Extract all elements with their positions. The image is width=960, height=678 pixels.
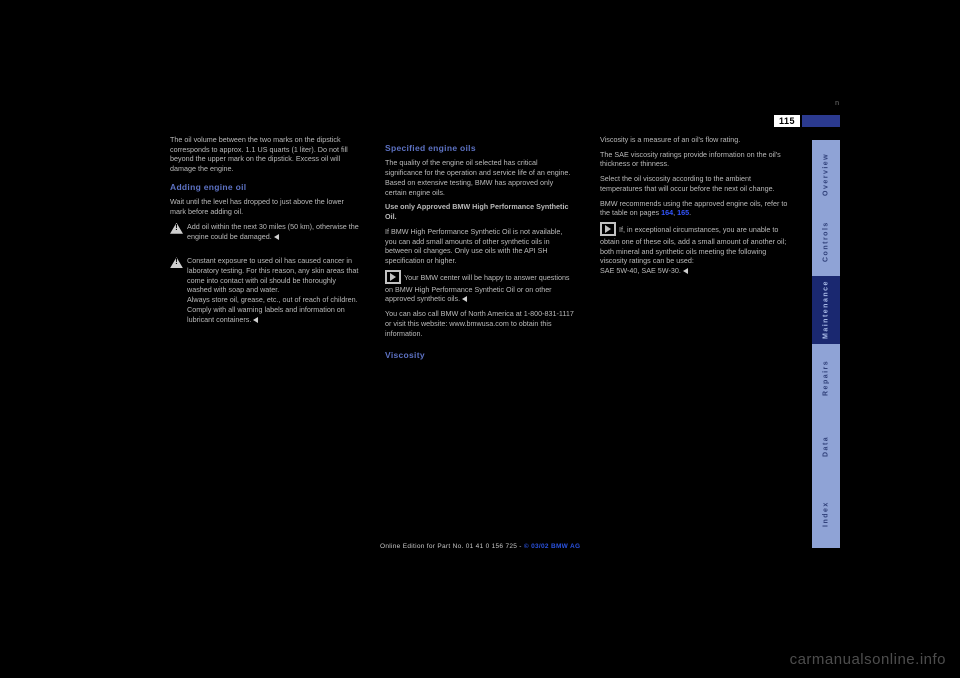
- tab-repairs[interactable]: Repairs: [812, 344, 840, 412]
- manual-page: n 115 Overview Controls Maintenance Repa…: [100, 95, 840, 570]
- watermark: carmanualsonline.info: [790, 651, 946, 668]
- warning-block: ! Constant exposure to used oil has caus…: [170, 256, 360, 329]
- side-tabs: Overview Controls Maintenance Repairs Da…: [812, 140, 840, 548]
- tab-index[interactable]: Index: [812, 480, 840, 548]
- info-icon: [385, 270, 401, 284]
- column-2: Specified engine oils The quality of the…: [385, 135, 575, 366]
- body-text: Viscosity is a measure of an oil's flow …: [600, 135, 790, 145]
- footer-text: Online Edition for Part No. 01 41 0 156 …: [380, 543, 524, 550]
- body-text: Select the oil viscosity according to th…: [600, 174, 790, 193]
- warning-text-content: Constant exposure to used oil has caused…: [187, 256, 358, 323]
- page-link[interactable]: 164: [661, 208, 673, 217]
- section-heading: Viscosity: [385, 350, 575, 361]
- warning-text: Add oil within the next 30 miles (50 km)…: [187, 222, 360, 241]
- tab-data[interactable]: Data: [812, 412, 840, 480]
- warning-block: ! Add oil within the next 30 miles (50 k…: [170, 222, 360, 246]
- page-header: 115: [100, 115, 840, 129]
- body-text: Use only Approved BMW High Performance S…: [385, 202, 575, 221]
- info-icon: [600, 222, 616, 236]
- column-1: The oil volume between the two marks on …: [170, 135, 360, 366]
- header-stripe: [802, 115, 840, 127]
- end-marker-icon: [253, 317, 258, 323]
- tab-overview[interactable]: Overview: [812, 140, 840, 208]
- body-text: You can also call BMW of North America a…: [385, 309, 575, 338]
- body-text-fragment: BMW recommends using the approved engine…: [600, 199, 787, 218]
- info-block: If, in exceptional circumstances, you ar…: [600, 223, 790, 276]
- header-mark: n: [835, 100, 840, 107]
- body-text-fragment: .: [689, 208, 691, 217]
- end-marker-icon: [683, 268, 688, 274]
- section-heading: Adding engine oil: [170, 182, 360, 193]
- body-text: BMW recommends using the approved engine…: [600, 199, 790, 218]
- end-marker-icon: [462, 296, 467, 302]
- body-text: If BMW High Performance Synthetic Oil is…: [385, 227, 575, 266]
- body-text: The SAE viscosity ratings provide inform…: [600, 150, 790, 169]
- section-heading: Specified engine oils: [385, 143, 575, 154]
- body-text: The quality of the engine oil selected h…: [385, 158, 575, 197]
- body-text-em: Use only Approved BMW High Performance S…: [385, 202, 568, 221]
- body-text: Wait until the level has dropped to just…: [170, 197, 360, 216]
- content-columns: The oil volume between the two marks on …: [170, 135, 790, 366]
- warning-icon: !: [170, 257, 183, 268]
- tab-maintenance[interactable]: Maintenance: [812, 276, 840, 344]
- column-3: Viscosity is a measure of an oil's flow …: [600, 135, 790, 366]
- end-marker-icon: [274, 234, 279, 240]
- footer: Online Edition for Part No. 01 41 0 156 …: [380, 543, 580, 550]
- tab-controls[interactable]: Controls: [812, 208, 840, 276]
- info-text: Your BMW center will be happy to answer …: [385, 273, 570, 304]
- info-text: If, in exceptional circumstances, you ar…: [600, 225, 786, 275]
- body-text: The oil volume between the two marks on …: [170, 135, 360, 174]
- warning-icon: !: [170, 223, 183, 234]
- warning-text: Constant exposure to used oil has caused…: [187, 256, 360, 324]
- page-number: 115: [774, 115, 800, 127]
- info-block: Your BMW center will be happy to answer …: [385, 271, 575, 304]
- page-link[interactable]: 165: [677, 208, 689, 217]
- footer-copyright: © 03/02 BMW AG: [524, 543, 580, 550]
